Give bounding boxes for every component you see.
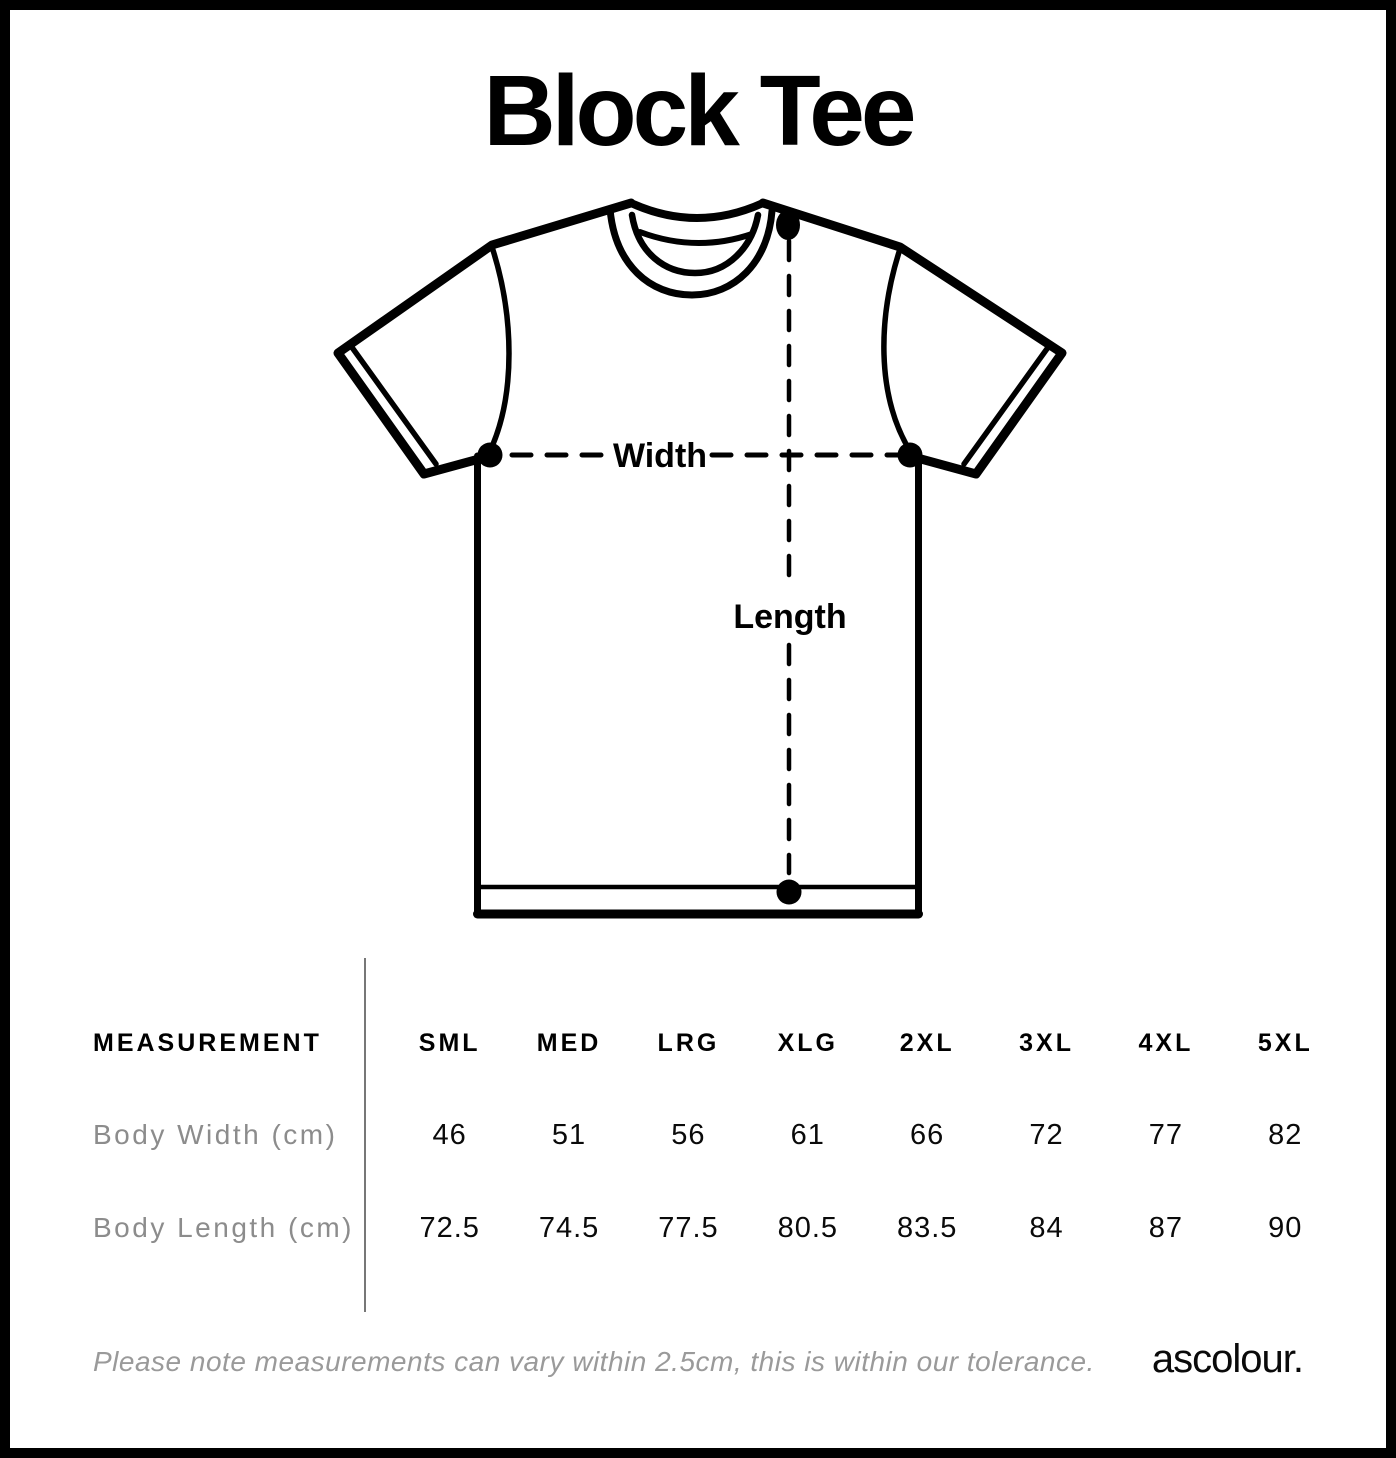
width-right-dot [897,442,923,468]
tee-left-armhole-seam [487,244,512,454]
body-length-3xl: 84 [1029,1211,1064,1244]
row-label: Body Length (cm) [93,1212,354,1243]
tee-right-cuff-seam [961,343,1052,467]
table-row-body-width: Body Width (cm) 46 51 56 61 66 72 77 82 [93,1115,1345,1155]
page-title: Block Tee [483,55,917,167]
width-left-dot [477,442,503,468]
tee-collar-outer [606,205,776,299]
measurement-header: MEASUREMENT [93,1028,322,1057]
tee-left-cuff-seam [348,343,439,467]
tee-collar-inner [628,211,762,277]
row-label: Body Width (cm) [93,1119,338,1150]
body-width-sml: 46 [432,1118,467,1151]
body-width-4xl: 77 [1148,1118,1184,1151]
body-length-lrg: 77.5 [658,1211,719,1244]
size-header-4xl: 4XL [1138,1028,1194,1057]
table-row-body-length: Body Length (cm) 72.5 74.5 77.5 80.5 83.… [93,1208,1345,1248]
body-width-lrg: 56 [671,1118,706,1151]
body-length-5xl: 90 [1268,1211,1303,1244]
length-top-dot [776,210,800,240]
tee-right-sleeve-outline [758,198,1067,479]
body-length-xlg: 80.5 [777,1211,839,1244]
tee-back-neck-line [627,199,767,222]
body-length-med: 74.5 [538,1211,600,1244]
tshirt-diagram: Width Length [333,198,1067,919]
body-length-4xl: 87 [1148,1211,1184,1244]
tee-collar-stitch [637,229,755,247]
body-width-med: 51 [551,1118,587,1151]
body-length-2xl: 83.5 [896,1211,958,1244]
tee-right-armhole-seam [881,246,913,454]
size-header-5xl: 5XL [1257,1028,1313,1057]
body-width-2xl: 66 [910,1118,945,1151]
width-label: Width [613,437,707,475]
size-header-2xl: 2XL [899,1028,955,1057]
size-header-sml: SML [418,1028,481,1057]
size-header-3xl: 3XL [1019,1028,1074,1057]
length-bottom-dot [776,879,802,905]
length-label: Length [733,598,846,636]
body-width-5xl: 82 [1268,1118,1303,1151]
body-width-3xl: 72 [1029,1118,1064,1151]
ascolour-logo: ascolour. [1151,1337,1304,1381]
table-divider [364,958,366,1312]
size-header-med: MED [536,1028,602,1057]
table-header-row: MEASUREMENT SML MED LRG XLG 2XL 3XL 4XL … [93,1023,1345,1063]
size-header-xlg: XLG [777,1028,839,1057]
body-width-xlg: 61 [790,1118,825,1151]
body-length-sml: 72.5 [419,1211,480,1244]
tolerance-note: Please note measurements can vary within… [93,1346,1095,1377]
size-header-lrg: LRG [657,1028,720,1057]
tee-left-sleeve-outline [333,198,636,479]
